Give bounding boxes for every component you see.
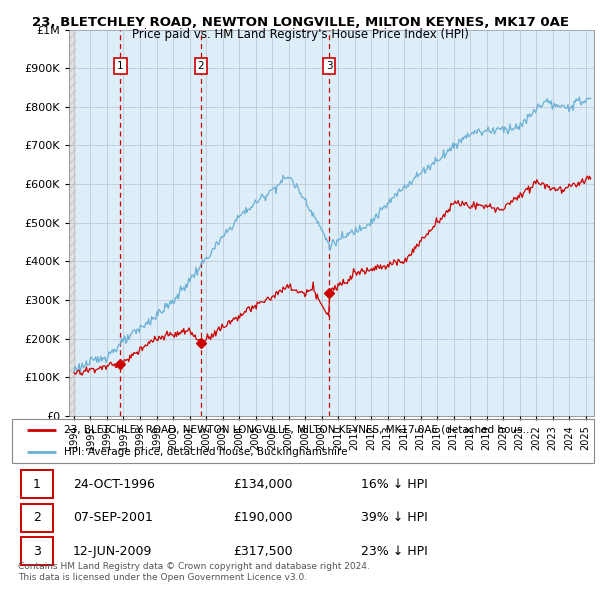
Text: 2: 2 xyxy=(33,511,41,525)
Text: 2: 2 xyxy=(197,61,204,71)
Text: Contains HM Land Registry data © Crown copyright and database right 2024.
This d: Contains HM Land Registry data © Crown c… xyxy=(18,562,370,582)
Text: 1: 1 xyxy=(33,477,41,491)
Text: £134,000: £134,000 xyxy=(233,477,293,491)
Text: 23, BLETCHLEY ROAD, NEWTON LONGVILLE, MILTON KEYNES, MK17 0AE: 23, BLETCHLEY ROAD, NEWTON LONGVILLE, MI… xyxy=(32,16,569,29)
Text: 16% ↓ HPI: 16% ↓ HPI xyxy=(361,477,428,491)
Text: 39% ↓ HPI: 39% ↓ HPI xyxy=(361,511,428,525)
Text: 12-JUN-2009: 12-JUN-2009 xyxy=(73,545,152,558)
Text: Price paid vs. HM Land Registry's House Price Index (HPI): Price paid vs. HM Land Registry's House … xyxy=(131,28,469,41)
Bar xyxy=(69,30,76,416)
Text: 23% ↓ HPI: 23% ↓ HPI xyxy=(361,545,428,558)
Text: 07-SEP-2001: 07-SEP-2001 xyxy=(73,511,153,525)
Text: HPI: Average price, detached house, Buckinghamshire: HPI: Average price, detached house, Buck… xyxy=(64,447,348,457)
Text: £317,500: £317,500 xyxy=(233,545,293,558)
Text: 1: 1 xyxy=(117,61,124,71)
Text: 3: 3 xyxy=(326,61,332,71)
Text: 24-OCT-1996: 24-OCT-1996 xyxy=(73,477,155,491)
Text: £190,000: £190,000 xyxy=(233,511,293,525)
Text: 3: 3 xyxy=(33,545,41,558)
Text: 23, BLETCHLEY ROAD, NEWTON LONGVILLE, MILTON KEYNES, MK17 0AE (detached hous…: 23, BLETCHLEY ROAD, NEWTON LONGVILLE, MI… xyxy=(64,425,533,435)
